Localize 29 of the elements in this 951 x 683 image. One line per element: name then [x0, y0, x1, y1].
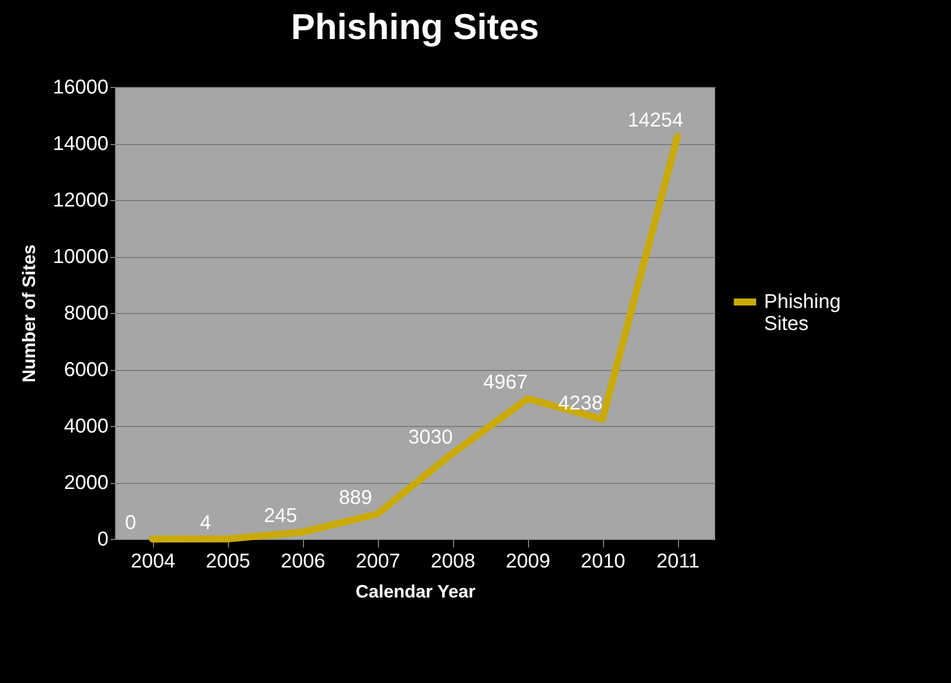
- y-tick-label: 8000: [64, 302, 108, 324]
- data-label: 3030: [408, 426, 453, 448]
- data-label: 14254: [628, 109, 684, 132]
- x-tick-label: 2005: [206, 550, 250, 572]
- y-tick-label: 0: [97, 528, 108, 550]
- y-tick-label: 16000: [52, 76, 108, 98]
- y-tick-label: 12000: [52, 190, 108, 212]
- y-tick-label: 2000: [64, 472, 108, 494]
- x-tick-label: 2009: [506, 550, 550, 572]
- x-axis-title: Calendar Year: [356, 582, 476, 602]
- y-tick-label: 14000: [52, 133, 108, 155]
- y-tick-label: 6000: [64, 359, 108, 381]
- y-tick-label: 10000: [52, 246, 108, 268]
- x-tick-label: 2010: [580, 550, 626, 572]
- x-tick-label: 2007: [356, 550, 400, 572]
- data-label: 4: [200, 512, 212, 534]
- y-axis-title: Number of Sites: [18, 244, 39, 383]
- x-tick-label: 2008: [430, 550, 476, 572]
- data-label: 245: [264, 505, 298, 528]
- y-tick-label: 4000: [64, 416, 108, 438]
- x-tick-label: 2011: [656, 550, 700, 572]
- data-label: 889: [338, 486, 372, 509]
- x-tick-label: 2004: [130, 550, 176, 572]
- data-label: 0: [124, 512, 136, 534]
- data-label: 4967: [483, 372, 528, 394]
- chart-title: Phishing Sites: [290, 6, 540, 47]
- data-label: 4238: [558, 392, 603, 414]
- x-tick-label: 2006: [280, 550, 326, 572]
- legend-label: Phishing Sites: [764, 291, 841, 335]
